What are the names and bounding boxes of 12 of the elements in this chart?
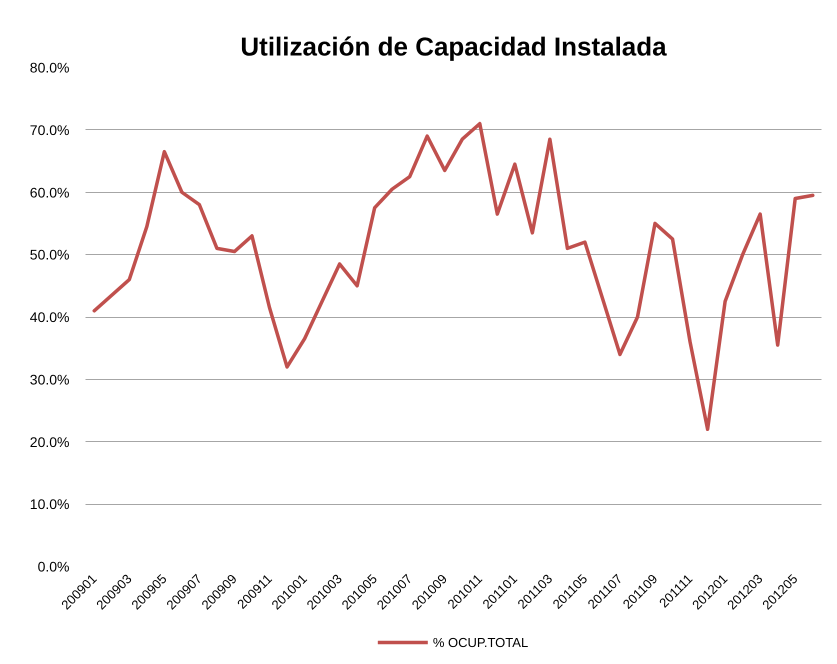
y-tick-label: 10.0% [30,496,70,512]
y-tick-label: 60.0% [30,184,70,200]
y-tick-label: 30.0% [30,371,70,388]
y-tick-label: 50.0% [30,246,70,263]
y-tick-label: 80.0% [30,60,70,76]
legend-label: % OCUP.TOTAL [432,634,528,650]
y-tick-label: 20.0% [30,434,70,450]
y-tick-label: 0.0% [38,558,70,574]
y-tick-label: 40.0% [30,309,70,325]
y-tick-label: 70.0% [30,122,70,138]
line-series [92,122,814,432]
chart-title: Utilización de Capacidad Instalada [240,32,668,62]
